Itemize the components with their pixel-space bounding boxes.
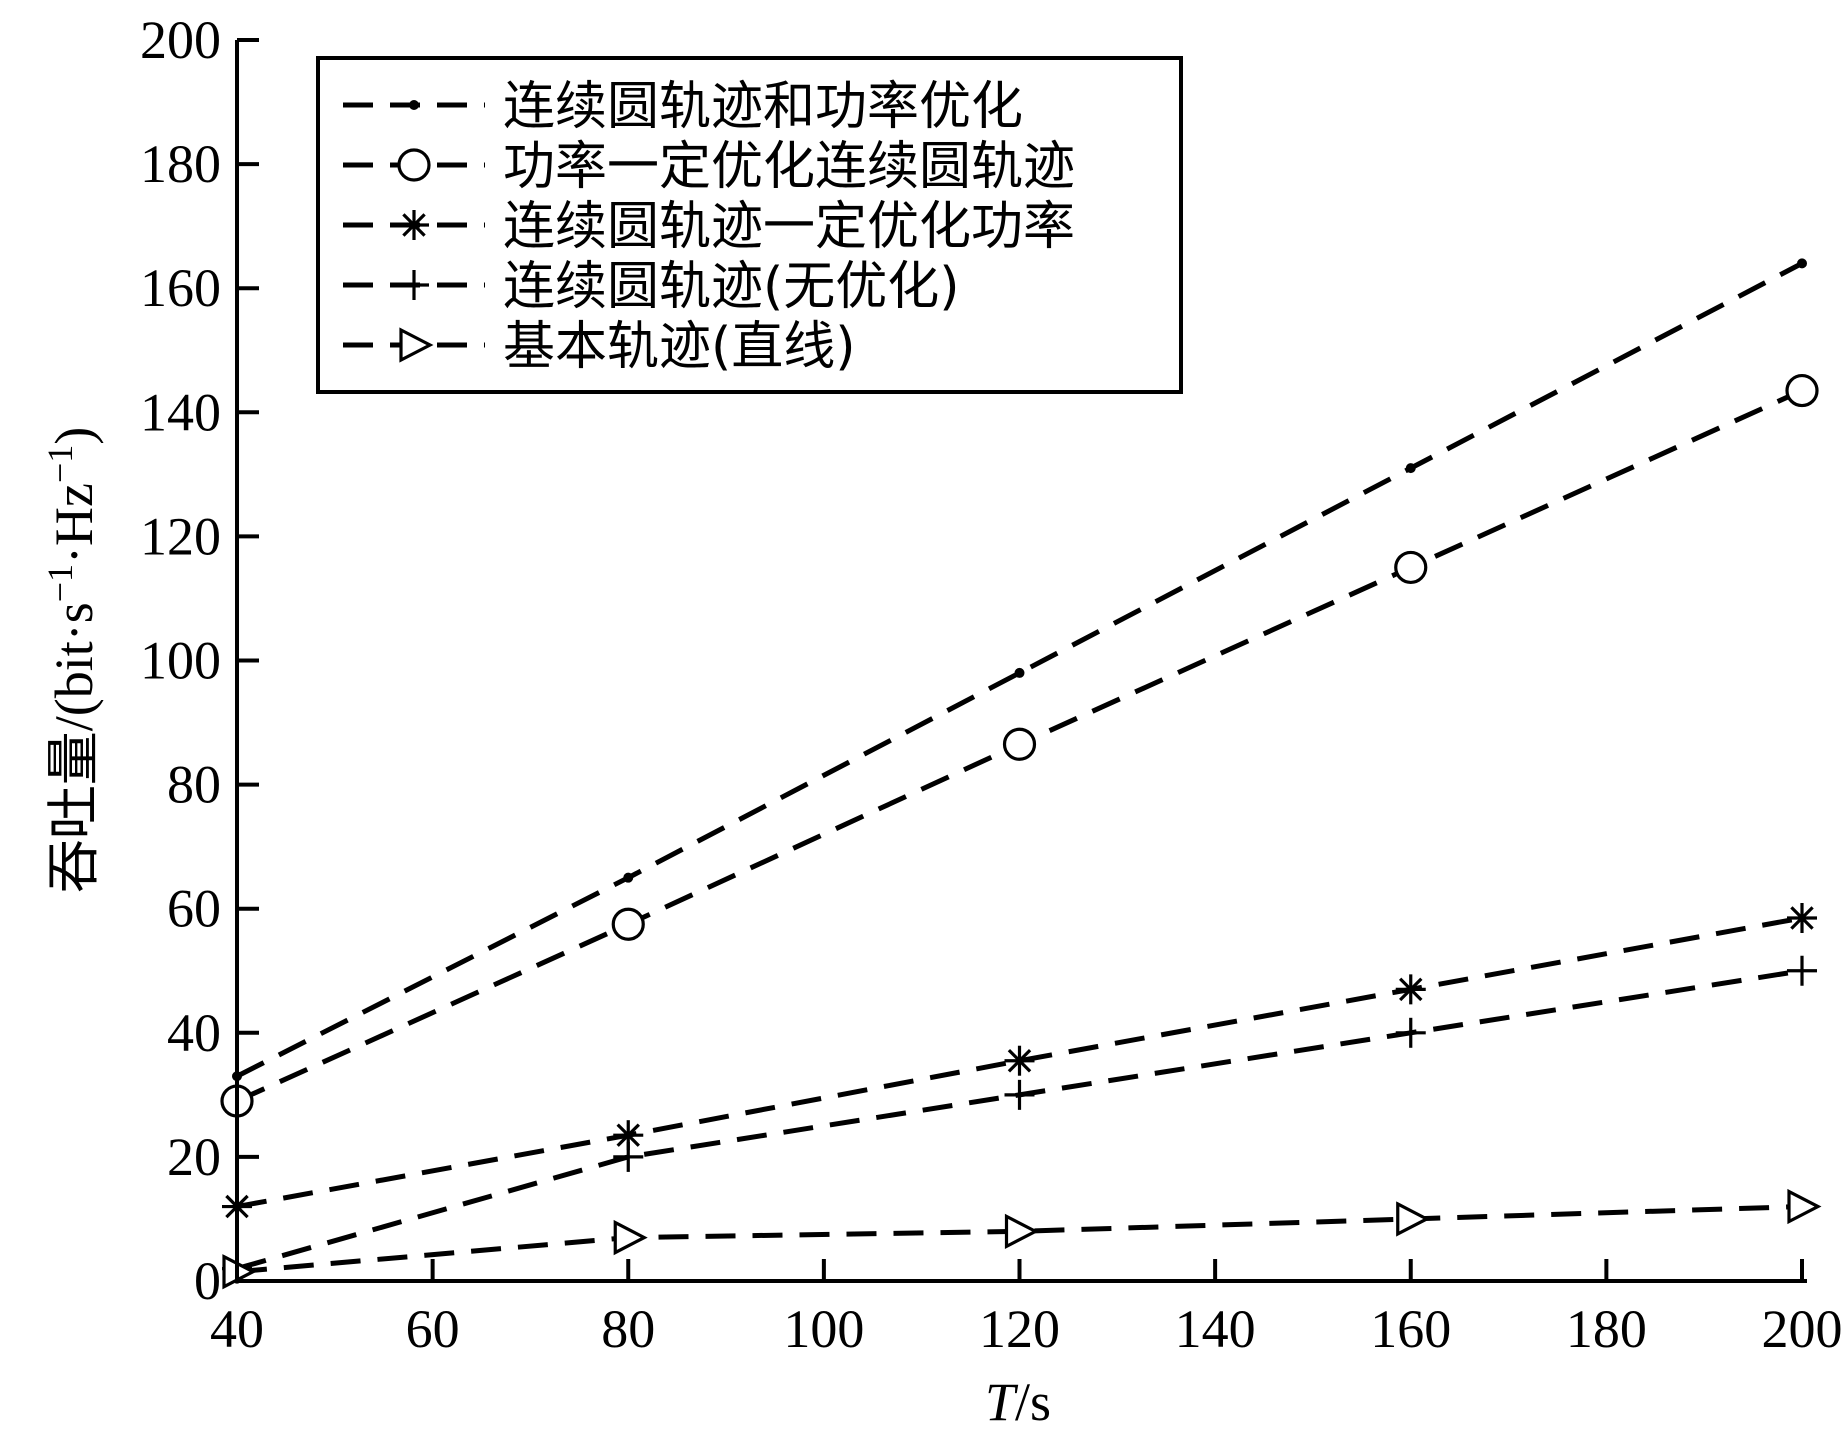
series-layer [220,258,1822,1290]
legend-item: 基本轨迹(直线) [343,317,856,377]
y-tick-label: 120 [140,506,221,566]
y-tick-label: 200 [140,10,221,70]
circle-marker [397,148,431,182]
legend-item: 连续圆轨迹和功率优化 [343,77,1023,137]
legend-label: 连续圆轨迹和功率优化 [503,77,1023,137]
x-tick-label: 200 [1762,1299,1843,1359]
x-tick-label: 120 [979,1299,1060,1359]
triangle-right-marker [399,327,434,363]
data-point-s3-160 [1395,974,1426,1005]
legend-item: 连续圆轨迹一定优化功率 [343,197,1075,257]
y-tick-label: 80 [167,755,221,815]
plus-marker [399,270,429,300]
data-point-s2-200 [1785,373,1819,408]
x-axis-title: T/s [985,1372,1051,1432]
x-tick-label: 80 [601,1299,655,1359]
data-point-s2-120 [1002,727,1037,761]
x-tick-label: 100 [783,1299,864,1359]
data-point-s2-80 [611,907,645,941]
data-point-s5-120 [1004,1213,1039,1249]
data-point-s1-80 [623,872,634,883]
data-point-s5-80 [613,1219,648,1256]
legend-label: 连续圆轨迹(无优化) [503,257,960,317]
legend-item: 连续圆轨迹(无优化) [343,257,960,317]
legend-label: 基本轨迹(直线) [503,317,856,377]
x-tick-label: 160 [1370,1299,1451,1359]
series-line-1 [235,261,1804,1079]
y-tick-label: 160 [140,258,221,318]
data-point-s1-160 [1405,463,1416,474]
x-tick-label: 140 [1175,1299,1256,1359]
series-line-5 [236,1204,1803,1275]
y-tick-label: 180 [140,134,221,194]
data-point-s4-160 [1395,1017,1426,1048]
y-ticks: 0 20 40 60 80 100 120 140 160 180 200 [140,10,259,1311]
series-line-3 [236,915,1803,1209]
data-point-s4-200 [1787,955,1817,986]
dot-marker [409,100,419,110]
y-tick-label: 140 [140,382,221,442]
legend: 连续圆轨迹和功率优化功率一定优化连续圆轨迹连续圆轨迹一定优化功率连续圆轨迹(无优… [316,56,1183,394]
y-tick-label: 40 [167,1003,221,1063]
x-tick-label: 40 [210,1299,264,1359]
asterisk-marker [399,210,429,240]
data-point-s4-80 [613,1141,644,1172]
x-ticks: 40 60 80 100 120 140 160 180 200 [210,1259,1843,1359]
y-tick-label: 100 [140,631,221,691]
y-tick-label: 60 [167,879,221,939]
data-point-s1-200 [1797,258,1807,269]
legend-label: 功率一定优化连续圆轨迹 [503,137,1075,197]
data-point-s3-120 [1004,1045,1035,1076]
data-point-s1-120 [1014,667,1025,678]
data-point-s5-200 [1787,1188,1822,1225]
legend-item: 功率一定优化连续圆轨迹 [343,137,1075,197]
x-tick-label: 180 [1566,1299,1647,1359]
data-point-s5-160 [1396,1201,1431,1237]
y-tick-label: 20 [167,1127,221,1187]
data-point-s2-160 [1394,550,1428,585]
y-tick-label: 0 [194,1251,221,1311]
legend-label: 连续圆轨迹一定优化功率 [503,197,1075,257]
y-axis-title: 吞吐量/(bit·s−1·Hz−1) [40,427,104,894]
x-tick-label: 60 [406,1299,460,1359]
data-point-s4-120 [1004,1079,1035,1110]
data-point-s3-200 [1787,903,1817,934]
